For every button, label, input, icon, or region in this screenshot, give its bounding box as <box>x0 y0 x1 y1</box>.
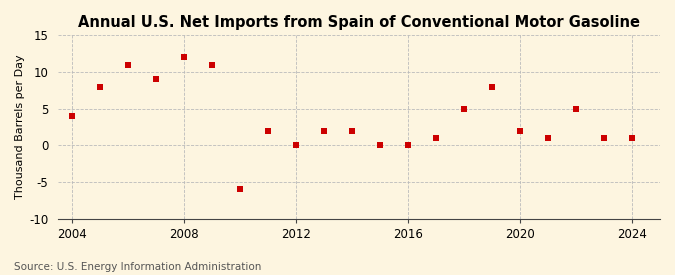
Point <box>179 55 190 60</box>
Point <box>403 143 414 148</box>
Point <box>514 128 525 133</box>
Text: Source: U.S. Energy Information Administration: Source: U.S. Energy Information Administ… <box>14 262 261 272</box>
Title: Annual U.S. Net Imports from Spain of Conventional Motor Gasoline: Annual U.S. Net Imports from Spain of Co… <box>78 15 640 30</box>
Point <box>67 114 78 118</box>
Point <box>487 84 497 89</box>
Point <box>263 128 273 133</box>
Point <box>543 136 554 140</box>
Point <box>207 62 217 67</box>
Y-axis label: Thousand Barrels per Day: Thousand Barrels per Day <box>15 55 25 199</box>
Point <box>319 128 329 133</box>
Point <box>235 187 246 192</box>
Point <box>123 62 134 67</box>
Point <box>626 136 637 140</box>
Point <box>95 84 105 89</box>
Point <box>431 136 441 140</box>
Point <box>458 106 469 111</box>
Point <box>291 143 302 148</box>
Point <box>599 136 610 140</box>
Point <box>347 128 358 133</box>
Point <box>375 143 385 148</box>
Point <box>570 106 581 111</box>
Point <box>151 77 161 82</box>
